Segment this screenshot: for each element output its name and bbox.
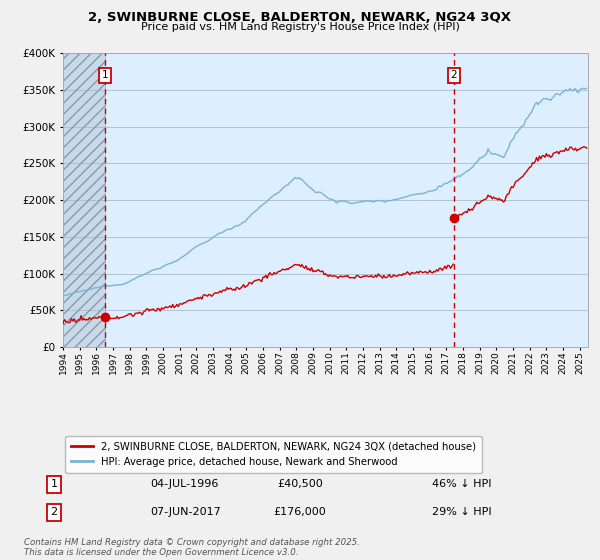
Text: £176,000: £176,000 (274, 507, 326, 517)
Text: 46% ↓ HPI: 46% ↓ HPI (432, 479, 491, 489)
Text: Contains HM Land Registry data © Crown copyright and database right 2025.
This d: Contains HM Land Registry data © Crown c… (24, 538, 360, 557)
Text: 04-JUL-1996: 04-JUL-1996 (150, 479, 218, 489)
Text: 1: 1 (101, 70, 108, 80)
Text: 2: 2 (50, 507, 58, 517)
Text: £40,500: £40,500 (277, 479, 323, 489)
Text: 2, SWINBURNE CLOSE, BALDERTON, NEWARK, NG24 3QX: 2, SWINBURNE CLOSE, BALDERTON, NEWARK, N… (89, 11, 511, 24)
Text: 29% ↓ HPI: 29% ↓ HPI (432, 507, 491, 517)
Text: 2: 2 (451, 70, 457, 80)
Legend: 2, SWINBURNE CLOSE, BALDERTON, NEWARK, NG24 3QX (detached house), HPI: Average p: 2, SWINBURNE CLOSE, BALDERTON, NEWARK, N… (65, 436, 482, 473)
Text: 1: 1 (50, 479, 58, 489)
Bar (63, 53, 104, 347)
Text: 07-JUN-2017: 07-JUN-2017 (150, 507, 221, 517)
Bar (63, 53, 104, 347)
Text: Price paid vs. HM Land Registry's House Price Index (HPI): Price paid vs. HM Land Registry's House … (140, 22, 460, 32)
